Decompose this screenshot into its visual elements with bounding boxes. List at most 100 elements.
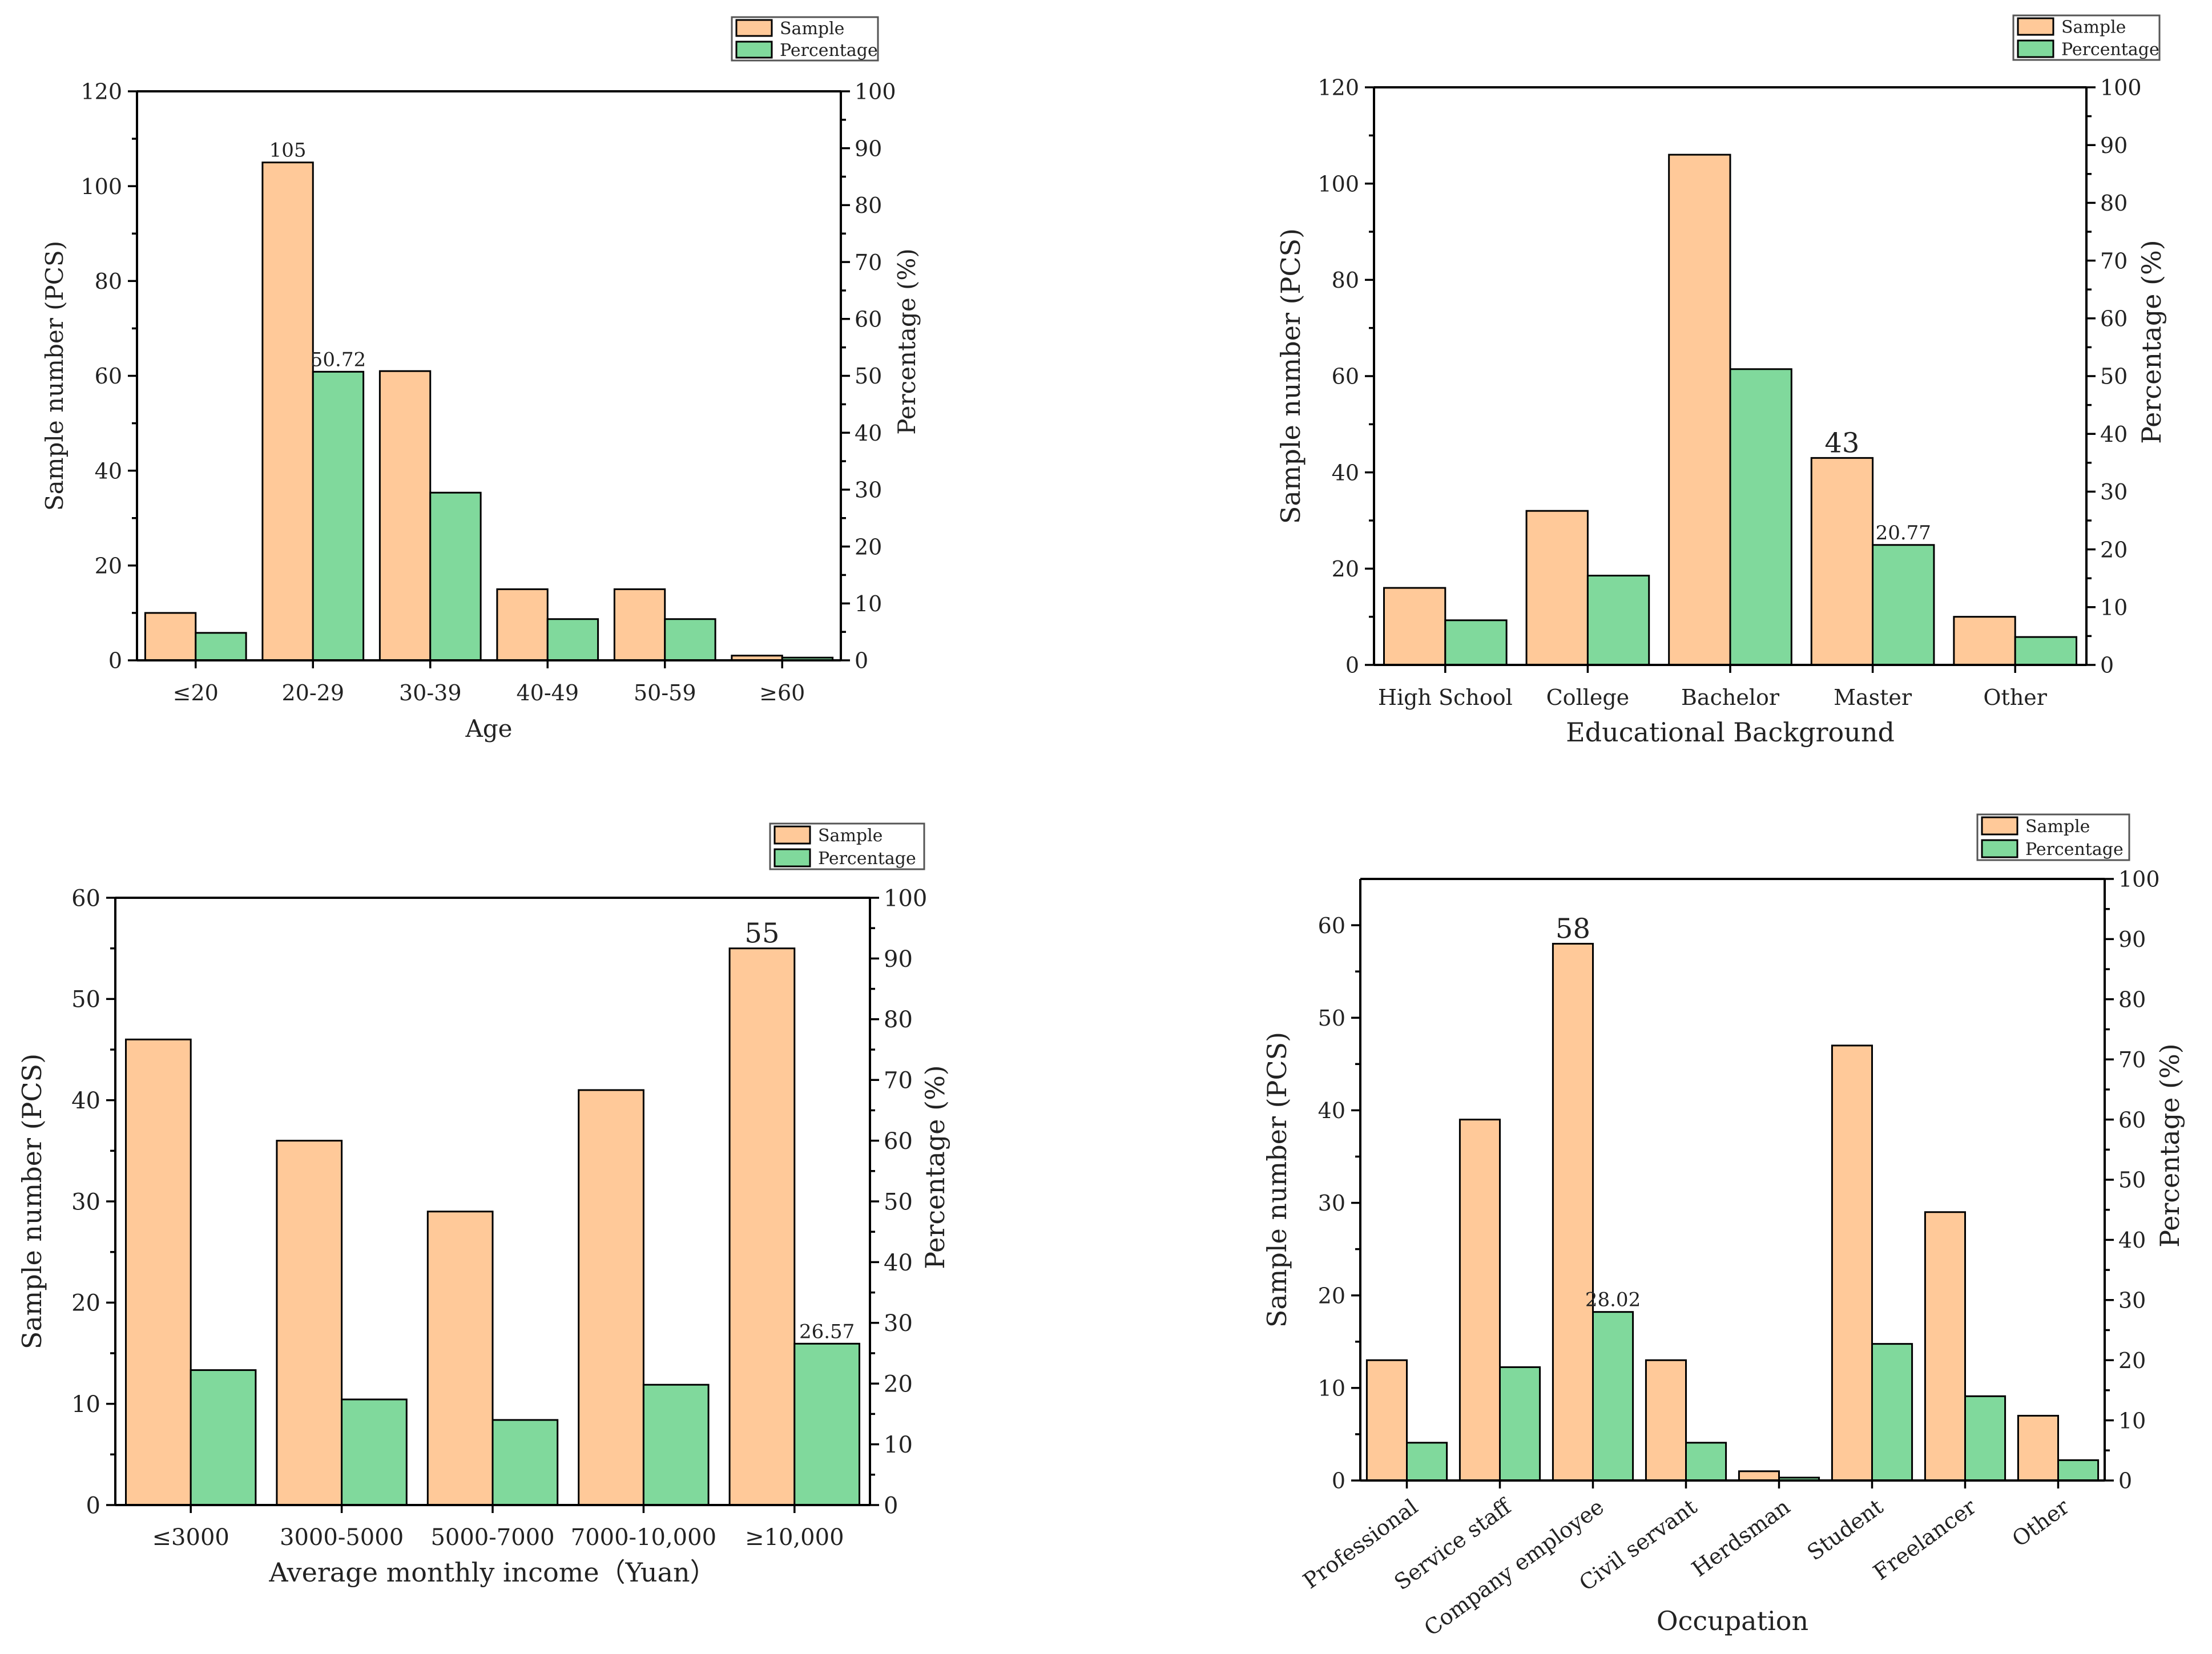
bar-sample-4-7: [1924, 1211, 1966, 1482]
right-tick-label: 30: [2100, 479, 2128, 505]
chart-2: 0 20 40 60 80 100 120 0 10 20 30 40 50 60 70 80 90 100 Hig…: [1275, 14, 2167, 748]
left-tick-label: 30: [71, 1189, 100, 1215]
right-tick-label: 60: [2100, 306, 2128, 331]
bar-percentage-4-3: [1592, 1311, 1634, 1482]
data-label-sample: 43: [1824, 427, 1859, 459]
bar-sample-4-2: [1458, 1119, 1501, 1482]
legend: Sample Percentage: [731, 16, 879, 62]
left-tick-label: 40: [1318, 1098, 1345, 1123]
right-tick-label: 60: [2118, 1107, 2146, 1132]
bar-sample-2-1: [1383, 587, 1447, 666]
category-label: ≤20: [173, 680, 219, 705]
legend-label-sample: Sample: [780, 19, 844, 39]
bar-sample-4-1: [1365, 1359, 1408, 1482]
left-tick-label: 100: [80, 174, 122, 199]
left-tick-label: 60: [95, 364, 122, 389]
category-label: Company employee: [1420, 1494, 1609, 1641]
bar-percentage-4-4: [1685, 1442, 1727, 1482]
x-axis-title: Age: [465, 715, 512, 743]
left-tick-label: 60: [1318, 913, 1345, 938]
category-label: 20-29: [281, 680, 344, 705]
data-label-percentage: 20.77: [1876, 522, 1931, 544]
bar-percentage-1-1: [195, 632, 247, 661]
right-tick-label: 40: [855, 421, 882, 446]
legend-swatch-sample: [773, 825, 811, 845]
left-tick-label: 40: [1332, 460, 1359, 485]
bar-sample-4-8: [2017, 1414, 2059, 1482]
y2-axis-title: Percentage (%): [2136, 240, 2167, 444]
legend: Sample Percentage: [769, 822, 925, 870]
legend-label-percentage: Percentage: [818, 849, 916, 869]
bar-sample-3-1: [125, 1038, 192, 1506]
data-label-percentage: 26.57: [799, 1320, 855, 1343]
category-label: College: [1546, 685, 1630, 710]
x-axis-title: Educational Background: [1566, 717, 1895, 748]
bar-percentage-4-6: [1871, 1343, 1913, 1482]
legend-label-percentage: Percentage: [2061, 40, 2159, 60]
bar-sample-2-2: [1525, 510, 1589, 666]
right-tick-label: 70: [884, 1068, 913, 1094]
left-tick-label: 10: [71, 1391, 100, 1418]
y2-axis-title: Percentage (%): [2154, 1043, 2185, 1248]
left-tick-label: 60: [1332, 364, 1359, 389]
right-tick-label: 80: [855, 193, 882, 218]
data-label-percentage: 28.02: [1585, 1289, 1641, 1312]
right-tick-label: 100: [2118, 867, 2160, 892]
right-tick-label: 20: [884, 1371, 913, 1398]
left-tick-label: 30: [1318, 1191, 1345, 1216]
bar-percentage-1-2: [312, 370, 365, 661]
bar-sample-3-4: [578, 1089, 644, 1506]
right-tick-label: 0: [2118, 1469, 2132, 1494]
bar-percentage-3-3: [491, 1419, 559, 1506]
legend-swatch-sample: [2017, 17, 2054, 36]
category-label: 3000-5000: [280, 1524, 404, 1551]
left-tick-label: 10: [1318, 1376, 1345, 1401]
data-label-sample: 58: [1556, 913, 1590, 945]
bar-sample-4-6: [1831, 1044, 1873, 1482]
legend-swatch-percentage: [773, 848, 811, 868]
legend-label-sample: Sample: [2061, 18, 2126, 38]
x-axis-title: Average monthly income（Yuan）: [268, 1557, 716, 1588]
bar-percentage-1-4: [546, 618, 599, 661]
bar-percentage-1-3: [429, 491, 482, 661]
category-label: Herdsman: [1687, 1494, 1794, 1582]
legend-label-sample: Sample: [2025, 817, 2090, 837]
category-label: Master: [1834, 685, 1912, 710]
left-tick-label: 20: [1318, 1283, 1345, 1308]
right-tick-label: 90: [2100, 133, 2128, 158]
left-tick-label: 60: [71, 885, 100, 911]
right-tick-label: 90: [2118, 927, 2146, 952]
bar-sample-4-3: [1552, 943, 1594, 1482]
right-tick-label: 70: [2118, 1047, 2146, 1072]
right-tick-label: 40: [2100, 422, 2128, 447]
bar-percentage-3-1: [190, 1369, 257, 1506]
category-label: Freelancer: [1868, 1494, 1981, 1585]
x-axis-title: Occupation: [1657, 1605, 1808, 1636]
left-tick-label: 40: [95, 458, 122, 483]
right-tick-label: 0: [2100, 653, 2114, 678]
right-tick-label: 50: [2100, 364, 2128, 389]
category-label: High School: [1378, 685, 1513, 710]
category-label: ≥60: [759, 680, 805, 705]
left-tick-label: 20: [1332, 556, 1359, 582]
left-tick-label: 20: [95, 554, 122, 579]
legend-label-percentage: Percentage: [780, 41, 878, 60]
right-tick-label: 100: [884, 885, 927, 911]
right-tick-label: 40: [884, 1250, 913, 1276]
legend: Sample Percentage: [1976, 813, 2130, 861]
left-tick-label: 120: [80, 79, 122, 104]
right-tick-label: 80: [2118, 987, 2146, 1012]
category-label: ≤3000: [152, 1524, 229, 1551]
category-label: Other: [2008, 1494, 2074, 1552]
left-tick-label: 0: [108, 648, 122, 673]
data-label-percentage: 50.72: [311, 348, 366, 371]
left-tick-label: 0: [1345, 653, 1359, 678]
bar-percentage-1-5: [664, 618, 716, 661]
bar-sample-2-5: [1953, 616, 2016, 666]
bar-sample-2-3: [1668, 154, 1731, 666]
data-label-sample: 55: [744, 918, 779, 950]
bar-percentage-2-5: [2014, 636, 2078, 666]
bar-percentage-4-7: [1964, 1395, 2006, 1482]
category-label: 7000-10,000: [571, 1524, 716, 1551]
chart-1: 0 20 40 60 80 100 120 0 10 20 30 40 50 60 70 80 90 100 ≤20…: [41, 16, 921, 743]
